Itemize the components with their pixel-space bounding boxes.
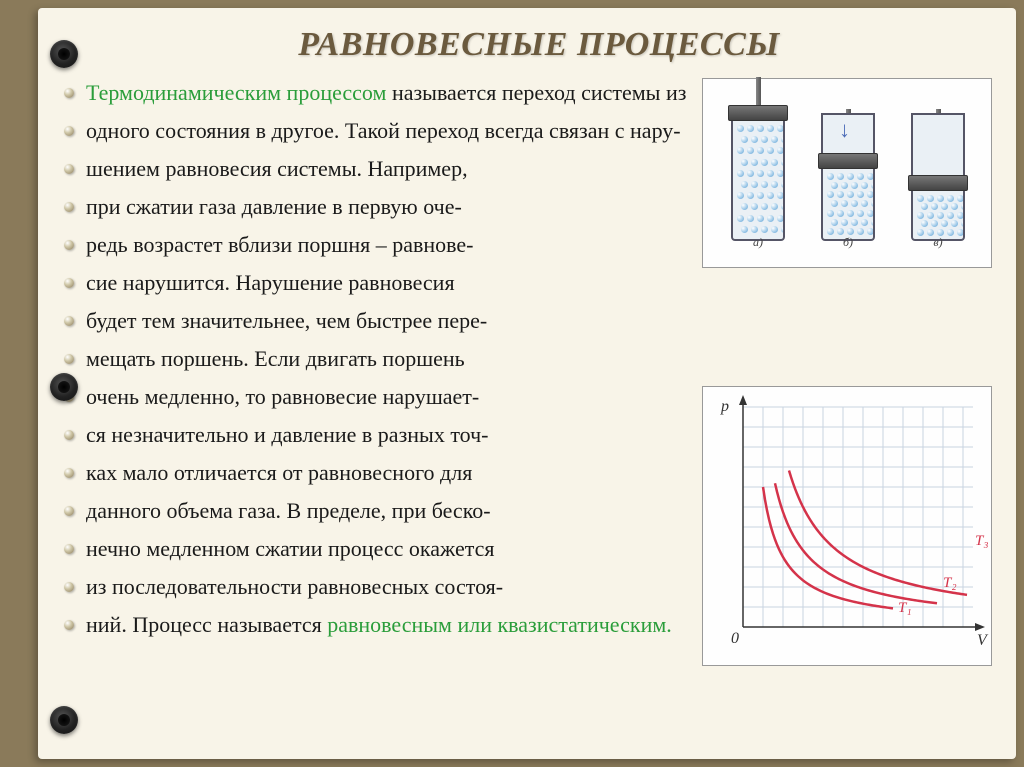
text-line: ся незначительно и давление в разных точ… bbox=[86, 416, 992, 454]
text-line: ках мало отличается от равновесного для bbox=[86, 454, 992, 492]
text-line: будет тем значительнее, чем быстрее пере… bbox=[86, 302, 992, 340]
text-fragment: ний. Процесс называется bbox=[86, 612, 327, 637]
page-card: РАВНОВЕСНЫЕ ПРОЦЕССЫ а)↓б)в) Термодинами… bbox=[38, 8, 1016, 759]
body-text: а)↓б)в) Термодинамическим процессом назы… bbox=[86, 74, 992, 644]
text-line: нечно медленном сжатии процесс окажется bbox=[86, 530, 992, 568]
term-highlight: равновесным или квазистатическим. bbox=[327, 612, 672, 637]
binder-hole bbox=[50, 40, 78, 68]
text-line: Термодинамическим процессом называется п… bbox=[86, 74, 992, 112]
text-fragment: называется переход системы из bbox=[386, 80, 686, 105]
term-highlight: Термодинамическим процессом bbox=[86, 80, 386, 105]
text-line: мещать поршень. Если двигать поршень bbox=[86, 340, 992, 378]
text-line: сие нарушится. Нарушение равновесия bbox=[86, 264, 992, 302]
page-title: РАВНОВЕСНЫЕ ПРОЦЕССЫ bbox=[86, 26, 992, 64]
text-line: из последовательности равновесных состоя… bbox=[86, 568, 992, 606]
text-line: шением равновесия системы. Например, bbox=[86, 150, 992, 188]
text-line: ний. Процесс называется равновесным или … bbox=[86, 606, 992, 644]
binder-hole bbox=[50, 706, 78, 734]
text-line: редь возрастет вблизи поршня – равнове- bbox=[86, 226, 992, 264]
text-line: одного состояния в другое. Такой переход… bbox=[86, 112, 992, 150]
text-line: данного объема газа. В пределе, при беск… bbox=[86, 492, 992, 530]
text-line: очень медленно, то равновесие нарушает- bbox=[86, 378, 992, 416]
binder-hole bbox=[50, 373, 78, 401]
text-line: при сжатии газа давление в первую оче- bbox=[86, 188, 992, 226]
